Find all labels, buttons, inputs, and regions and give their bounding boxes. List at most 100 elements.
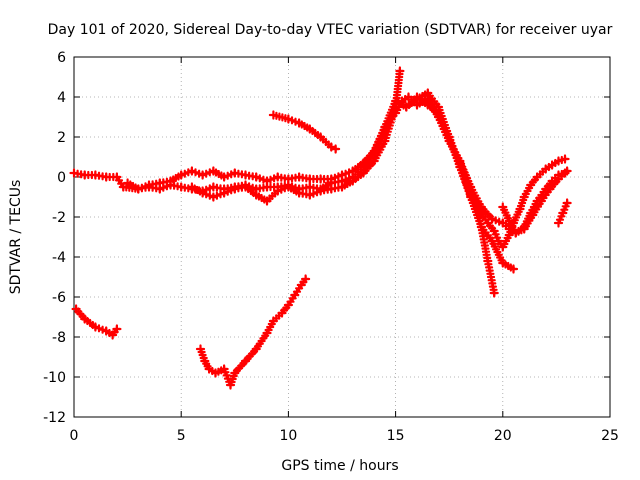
series-markers [190, 66, 404, 206]
y-tick-label: -2 [52, 210, 66, 226]
data-point [348, 166, 358, 176]
series-track-a [69, 92, 499, 298]
data-point [553, 170, 564, 180]
series-track-b [123, 88, 519, 274]
data-point [466, 182, 476, 192]
data-point [251, 172, 261, 182]
data-point [144, 180, 154, 190]
data-point [326, 184, 336, 194]
y-tick-label: 6 [57, 50, 66, 66]
data-point [69, 168, 79, 178]
data-point [358, 158, 368, 168]
data-point [198, 170, 208, 180]
data-point [380, 136, 390, 146]
x-tick-label: 5 [177, 428, 186, 444]
data-point [489, 226, 499, 236]
data-point [508, 264, 519, 274]
data-point [133, 184, 143, 194]
data-point [489, 288, 499, 298]
series-markers [73, 92, 499, 298]
data-point [526, 180, 536, 190]
series-track-j [195, 274, 311, 390]
data-point [337, 182, 347, 192]
data-point [391, 102, 401, 112]
data-point [240, 170, 251, 180]
data-point [187, 166, 197, 176]
data-point [562, 198, 572, 208]
y-tick-label: -8 [52, 330, 66, 346]
data-point [225, 380, 236, 390]
y-tick-label: 0 [57, 170, 66, 186]
series-markers [126, 88, 518, 274]
data-point [268, 110, 278, 120]
data-point [519, 222, 529, 232]
data-point [560, 168, 570, 178]
series-layer [69, 66, 572, 390]
y-axis-label: SDTVAR / TECUs [8, 180, 24, 295]
data-point [230, 168, 240, 178]
data-point [519, 192, 529, 202]
data-point [316, 174, 326, 184]
data-point [240, 182, 251, 192]
data-point [251, 190, 261, 200]
y-tick-label: -10 [43, 370, 66, 386]
data-point [230, 368, 240, 378]
data-point [108, 330, 118, 340]
data-point [305, 124, 315, 134]
data-point [101, 326, 111, 336]
data-point [200, 356, 210, 366]
data-point [444, 136, 454, 146]
data-point [526, 208, 536, 218]
data-point [268, 316, 278, 326]
x-tick-label: 10 [279, 428, 297, 444]
data-point [283, 300, 293, 310]
data-point [294, 188, 304, 198]
data-point [210, 368, 221, 378]
y-tick-label: 2 [57, 130, 66, 146]
data-point [423, 88, 433, 98]
data-point [547, 176, 557, 186]
data-point [90, 322, 100, 332]
data-point [498, 242, 508, 252]
data-point [483, 218, 493, 228]
data-point [101, 172, 111, 182]
data-point [395, 66, 405, 76]
data-point [403, 92, 414, 102]
data-point [112, 324, 122, 334]
x-tick-label: 0 [70, 428, 79, 444]
data-point [273, 186, 283, 196]
data-point [369, 146, 379, 156]
data-point [369, 156, 379, 166]
data-point [483, 256, 493, 266]
data-point [71, 304, 81, 314]
data-point [80, 170, 90, 180]
data-point [380, 122, 390, 132]
data-point [305, 182, 315, 192]
data-point [219, 172, 229, 182]
data-point [532, 196, 542, 206]
data-point [290, 290, 300, 300]
series-track-g [553, 198, 572, 228]
data-point [155, 178, 165, 188]
x-tick-label: 25 [601, 428, 619, 444]
data-point [294, 172, 304, 182]
data-point [305, 190, 315, 200]
series-track-h [268, 110, 341, 154]
series-track-c [187, 66, 405, 206]
y-tick-label: 4 [57, 90, 66, 106]
data-point [326, 174, 336, 184]
plot-frame [73, 56, 611, 418]
data-point [283, 182, 293, 192]
data-point [541, 184, 551, 194]
chart-title: Day 101 of 2020, Sidereal Day-to-day VTE… [48, 22, 613, 38]
data-point [498, 202, 508, 212]
data-point [337, 170, 347, 180]
data-point [331, 144, 341, 154]
data-point [90, 170, 100, 180]
y-tick-label: -4 [52, 250, 66, 266]
data-point [305, 174, 315, 184]
data-point [553, 218, 564, 228]
x-tick-label: 15 [387, 428, 405, 444]
data-point [283, 114, 293, 124]
data-point [208, 166, 218, 176]
